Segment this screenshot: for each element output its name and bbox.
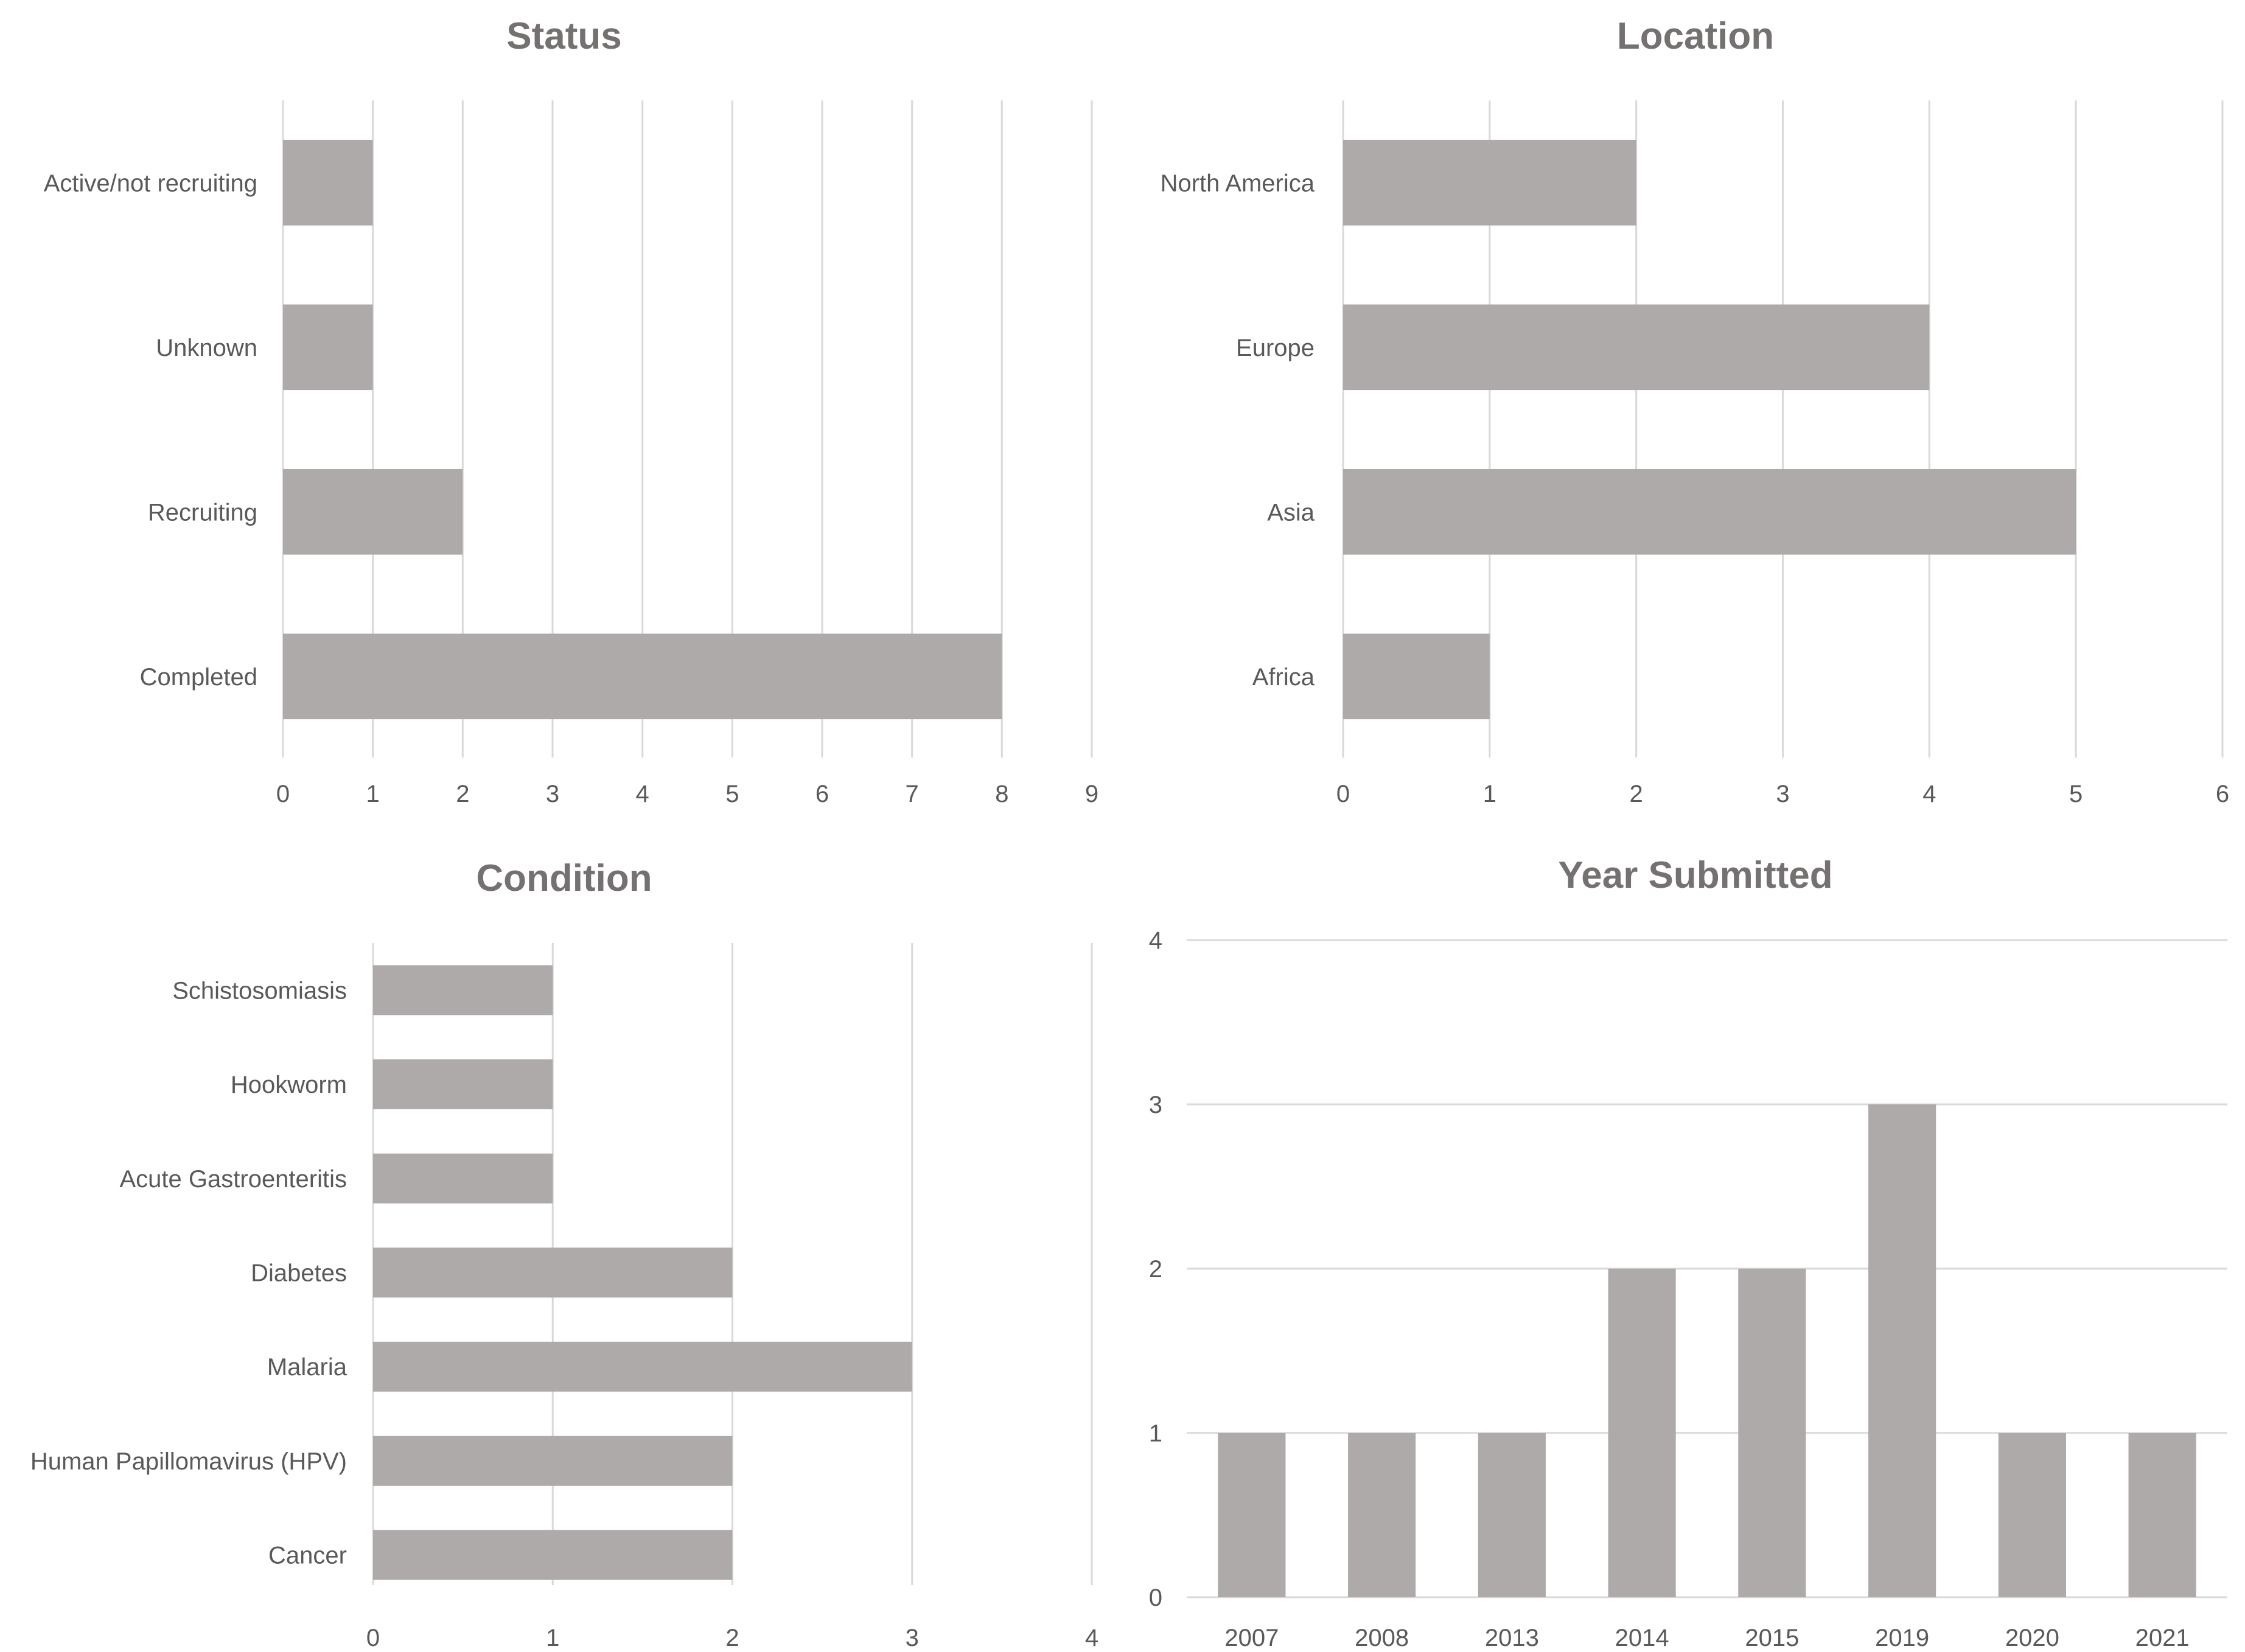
status-tick-label: 4 (636, 781, 649, 807)
year-submitted-chart-title: Year Submitted (1558, 854, 1832, 896)
location-bar-africa (1343, 633, 1490, 720)
year-submitted-bar-2007 (1218, 1433, 1286, 1597)
status-tick-label: 0 (276, 781, 290, 807)
location-tick-label: 4 (1922, 781, 1936, 807)
condition-bar-hookworm (373, 1059, 553, 1110)
condition-category-label: Malaria (267, 1354, 347, 1381)
condition-tick-label: 4 (1085, 1625, 1098, 1651)
year-submitted-category-label: 2021 (2135, 1625, 2190, 1651)
year-submitted-bar-2015 (1738, 1269, 1806, 1597)
year-submitted-tick-label: 3 (1149, 1092, 1162, 1118)
location-category-label: North America (1161, 170, 1315, 197)
status-tick-label: 8 (995, 781, 1008, 807)
year-submitted-bar-2021 (2128, 1433, 2196, 1597)
status-tick-label: 1 (366, 781, 380, 807)
year-submitted-category-label: 2013 (1485, 1625, 1539, 1651)
condition-bar-schistosomiasis (373, 965, 553, 1016)
status-tick-label: 3 (546, 781, 559, 807)
location-category-label: Europe (1236, 335, 1315, 361)
condition-category-label: Schistosomiasis (172, 977, 347, 1004)
status-category-label: Completed (140, 664, 257, 691)
condition-bar-human-papillomavirus-hpv (373, 1435, 733, 1486)
status-tick-label: 5 (725, 781, 739, 807)
year-submitted-category-label: 2020 (2005, 1625, 2059, 1651)
year-submitted-bar-2013 (1478, 1433, 1546, 1597)
condition-chart: Condition 0 1 2 3 4 Schistosomiasis Hookworm Ac… (30, 857, 1098, 1651)
year-submitted-bar-2020 (1998, 1433, 2066, 1597)
condition-chart-title: Condition (476, 857, 652, 899)
condition-category-label: Hookworm (231, 1072, 347, 1098)
status-tick-label: 2 (456, 781, 469, 807)
status-bar-active-not-recruiting (283, 139, 373, 226)
location-category-label: Africa (1252, 664, 1315, 691)
year-submitted-category-label: 2007 (1224, 1625, 1279, 1651)
condition-bar-diabetes (373, 1247, 733, 1298)
condition-bar-malaria (373, 1342, 912, 1392)
location-tick-label: 6 (2216, 781, 2229, 807)
status-category-label: Active/not recruiting (44, 170, 257, 197)
year-submitted-tick-label: 2 (1149, 1256, 1162, 1283)
year-submitted-bar-2008 (1348, 1433, 1416, 1597)
location-tick-label: 3 (1776, 781, 1789, 807)
year-submitted-category-label: 2008 (1355, 1625, 1409, 1651)
status-tick-label: 9 (1085, 781, 1098, 807)
year-submitted-bar-2019 (1868, 1104, 1936, 1597)
location-bar-asia (1343, 469, 2076, 555)
condition-tick-label: 2 (725, 1625, 739, 1651)
year-submitted-category-label: 2015 (1745, 1625, 1799, 1651)
status-chart: Status 0 1 2 3 4 5 6 7 8 9 Active/not recruiting Un… (44, 15, 1098, 807)
location-bar-north-america (1343, 139, 1636, 226)
condition-category-label: Acute Gastroenteritis (120, 1166, 347, 1193)
condition-category-label: Cancer (268, 1542, 347, 1569)
location-chart-title: Location (1617, 15, 1774, 57)
condition-bar-cancer (373, 1530, 733, 1580)
year-submitted-tick-label: 1 (1149, 1420, 1162, 1447)
condition-tick-label: 3 (906, 1625, 919, 1651)
year-submitted-category-label: 2019 (1875, 1625, 1929, 1651)
condition-bar-acute-gastroenteritis (373, 1153, 553, 1204)
location-tick-label: 2 (1630, 781, 1643, 807)
status-bar-completed (283, 633, 1002, 720)
condition-tick-label: 0 (366, 1625, 380, 1651)
year-submitted-category-label: 2014 (1615, 1625, 1669, 1651)
location-chart: Location 0 1 2 3 4 5 6 North America Europe Asia A… (1161, 15, 2230, 807)
status-tick-label: 6 (815, 781, 829, 807)
year-submitted-chart: Year Submitted 0 1 2 3 4 2007 2008 2013 2014 2015… (1149, 854, 2227, 1651)
condition-category-label: Human Papillomavirus (HPV) (30, 1448, 347, 1475)
location-tick-label: 5 (2069, 781, 2083, 807)
year-submitted-tick-label: 0 (1149, 1584, 1162, 1611)
year-submitted-bar-2014 (1608, 1269, 1676, 1597)
status-bar-recruiting (283, 469, 463, 555)
status-chart-title: Status (506, 15, 621, 57)
location-bar-europe (1343, 304, 1930, 391)
status-bar-unknown (283, 304, 373, 391)
year-submitted-tick-label: 4 (1149, 927, 1162, 954)
status-category-label: Recruiting (148, 499, 257, 526)
location-category-label: Asia (1267, 499, 1315, 526)
condition-tick-label: 1 (546, 1625, 559, 1651)
status-tick-label: 7 (906, 781, 919, 807)
status-category-label: Unknown (156, 335, 257, 361)
location-tick-label: 1 (1483, 781, 1496, 807)
condition-category-label: Diabetes (251, 1260, 347, 1286)
location-tick-label: 0 (1336, 781, 1350, 807)
